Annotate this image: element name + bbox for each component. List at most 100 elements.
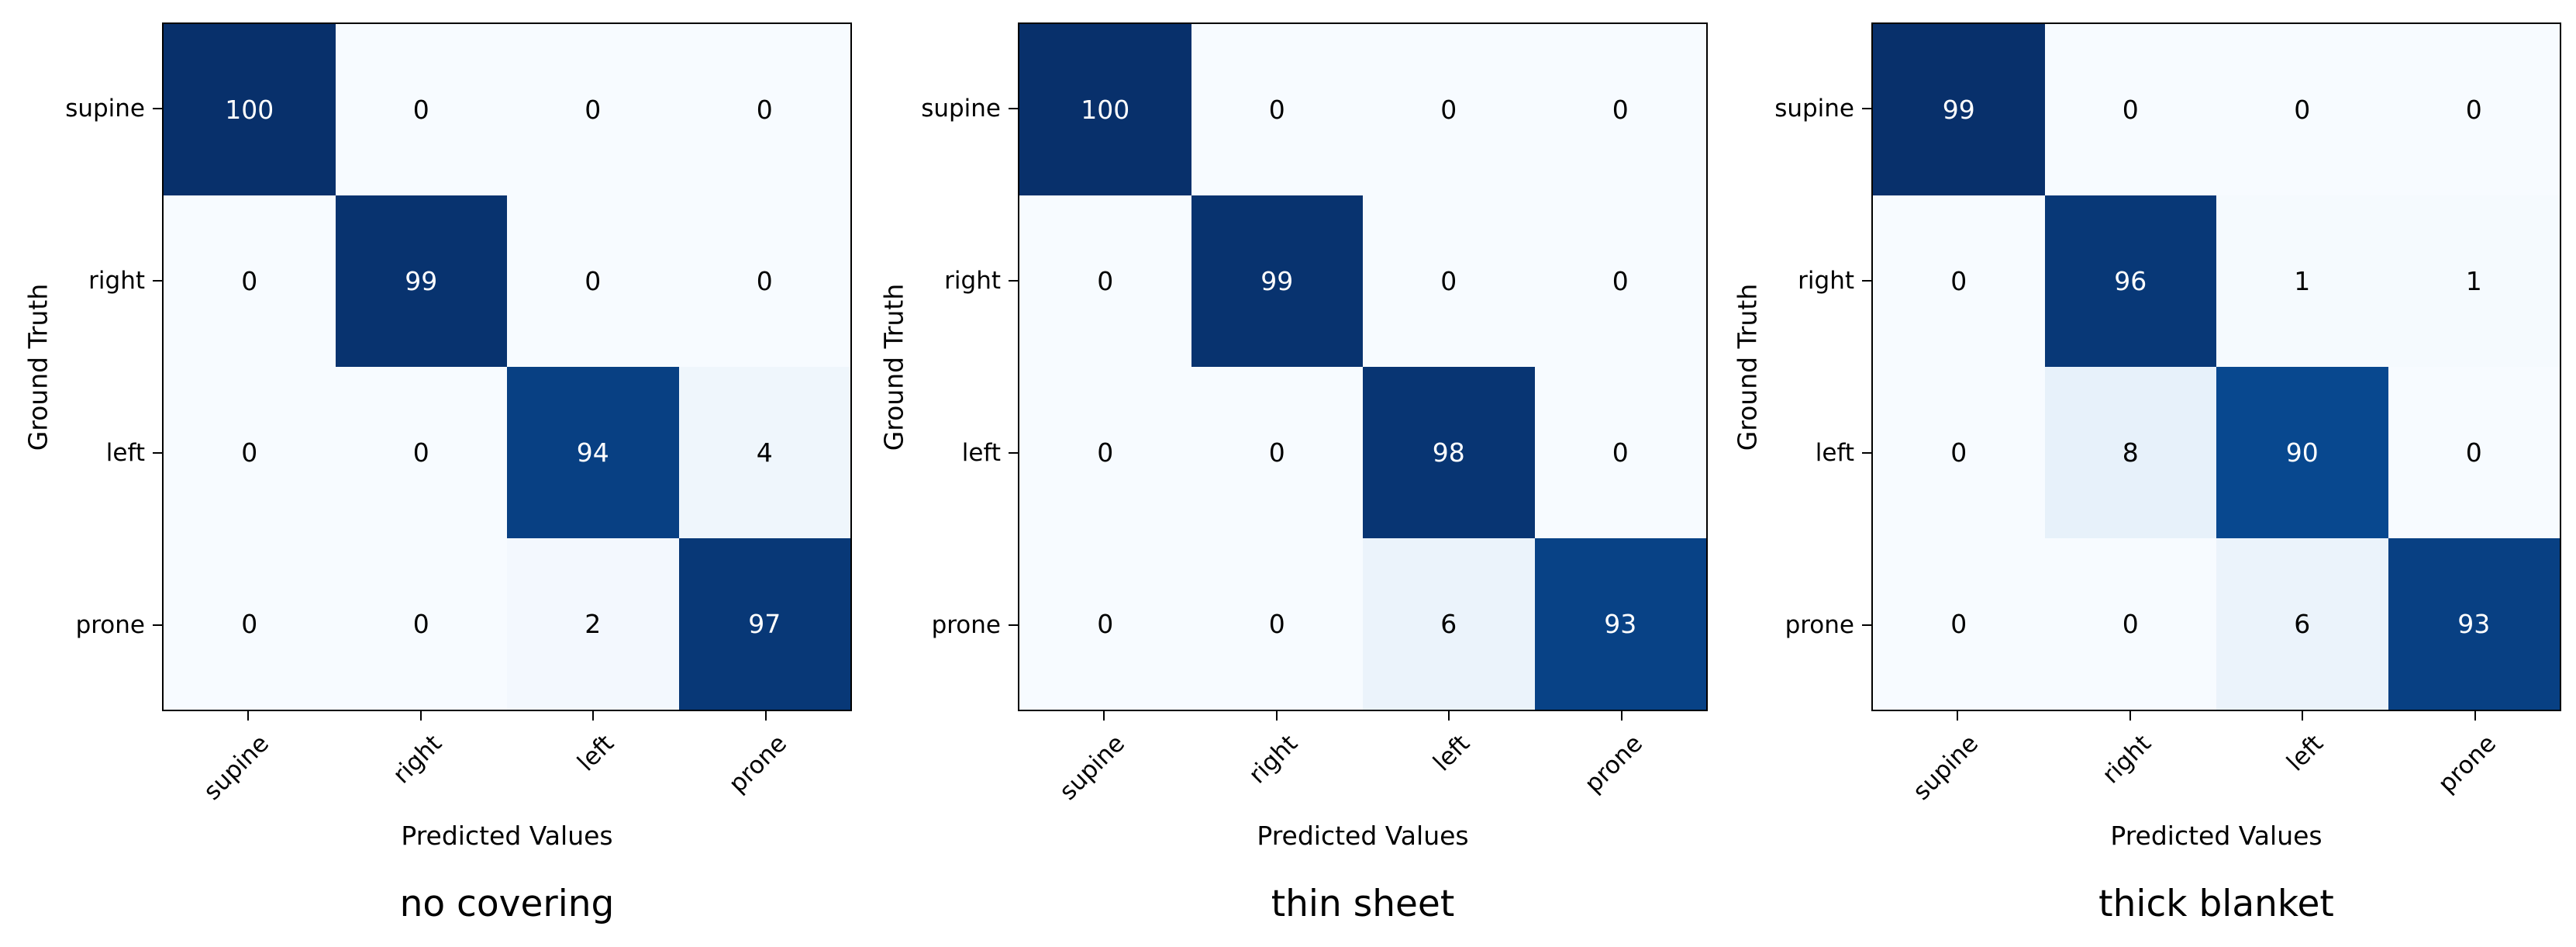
heatmap-cell: 0 [1363,24,1535,195]
heatmap-cell: 0 [1191,538,1363,710]
heatmap-cell: 93 [2388,538,2560,710]
heatmap-thin-sheet: 100 0 0 0 0 99 0 0 0 0 98 0 0 0 6 93 [1018,22,1708,711]
confusion-matrix-panel-thin-sheet: Ground Truth 100 0 0 0 0 99 0 0 0 0 98 0 0 0 6 93 supin… [879,0,1708,947]
heatmap-cell: 0 [1873,195,2045,367]
y-tick-mark [1009,452,1018,454]
heatmap-cell: 0 [164,195,336,367]
heatmap-cell: 1 [2216,195,2388,367]
heatmap-cell: 96 [2044,195,2216,367]
x-tick-mark [1957,711,1959,721]
x-tick-mark [764,711,767,721]
heatmap-cell: 94 [507,367,679,538]
heatmap-cell: 0 [164,367,336,538]
heatmap-cell: 1 [2388,195,2560,367]
y-axis-label: Ground Truth [1732,283,1763,451]
heatmap-cell: 0 [678,195,850,367]
y-tick-mark [1862,624,1871,626]
y-tick-mark [1862,280,1871,282]
heatmap-cell: 4 [678,367,850,538]
y-tick-label: right [944,267,1001,295]
heatmap-cell: 100 [164,24,336,195]
y-tick-label: prone [931,611,1001,639]
heatmap-cell: 8 [2044,367,2216,538]
heatmap-cell: 6 [1363,538,1535,710]
heatmap-cell: 0 [1191,367,1363,538]
heatmap-cell: 98 [1363,367,1535,538]
heatmap-cell: 0 [1019,538,1191,710]
y-axis-label: Ground Truth [878,283,909,451]
heatmap-cell: 0 [2388,24,2560,195]
y-tick-label: supine [921,95,1001,123]
y-axis-label: Ground Truth [22,283,53,451]
x-tick-mark [419,711,422,721]
heatmap-cell: 99 [335,195,507,367]
heatmap-cell: 93 [1534,538,1706,710]
y-tick-mark [1862,452,1871,454]
x-tick-mark [247,711,250,721]
heatmap-cell: 0 [2044,538,2216,710]
y-tick-label: left [961,439,1001,467]
heatmap-cell: 2 [507,538,679,710]
y-tick-mark [153,108,162,109]
y-tick-label: prone [75,611,145,639]
subplot-title: thick blanket [2098,883,2334,925]
heatmap-cell: 99 [1873,24,2045,195]
heatmap-cell: 0 [1191,24,1363,195]
y-tick-label: supine [65,95,145,123]
heatmap-cell: 0 [1363,195,1535,367]
x-tick-mark [2302,711,2304,721]
x-tick-mark [2129,711,2131,721]
heatmap-cell: 0 [1873,367,2045,538]
x-tick-mark [1620,711,1623,721]
x-axis-label: Predicted Values [2110,821,2323,851]
y-tick-mark [153,280,162,282]
confusion-matrix-panel-thick-blanket: Ground Truth 99 0 0 0 0 96 1 1 0 8 90 0 0 0 6 93 supine… [1733,0,2561,947]
heatmap-cell: 99 [1191,195,1363,367]
x-tick-mark [2474,711,2476,721]
y-tick-label: right [1798,267,1854,295]
heatmap-cell: 6 [2216,538,2388,710]
y-tick-mark [1009,108,1018,109]
heatmap-no-covering: 100 0 0 0 0 99 0 0 0 0 94 4 0 0 2 97 [162,22,852,711]
heatmap-cell: 0 [1534,195,1706,367]
subplot-title: no covering [399,883,615,925]
heatmap-cell: 0 [164,538,336,710]
heatmap-cell: 0 [335,24,507,195]
heatmap-cell: 100 [1019,24,1191,195]
y-tick-label: prone [1785,611,1854,639]
y-tick-mark [1009,624,1018,626]
heatmap-thick-blanket: 99 0 0 0 0 96 1 1 0 8 90 0 0 0 6 93 [1871,22,2561,711]
y-tick-mark [153,452,162,454]
heatmap-cell: 97 [678,538,850,710]
y-tick-mark [1009,280,1018,282]
heatmap-cell: 0 [2216,24,2388,195]
heatmap-cell: 0 [1534,24,1706,195]
heatmap-cell: 0 [1019,195,1191,367]
x-tick-mark [1103,711,1105,721]
heatmap-cell: 0 [335,538,507,710]
confusion-matrix-panel-no-covering: Ground Truth 100 0 0 0 0 99 0 0 0 0 94 4 0 0 2 97 supin… [23,0,852,947]
x-tick-mark [1275,711,1278,721]
heatmap-cell: 90 [2216,367,2388,538]
subplot-title: thin sheet [1271,883,1455,925]
y-tick-label: left [1815,439,1854,467]
heatmap-cell: 0 [1873,538,2045,710]
heatmap-cell: 0 [507,195,679,367]
heatmap-cell: 0 [1534,367,1706,538]
x-tick-mark [1448,711,1450,721]
y-tick-label: right [88,267,145,295]
heatmap-cell: 0 [335,367,507,538]
heatmap-cell: 0 [678,24,850,195]
x-axis-label: Predicted Values [401,821,613,851]
y-tick-label: supine [1774,95,1854,123]
y-tick-mark [153,624,162,626]
y-tick-mark [1862,108,1871,109]
heatmap-cell: 0 [1019,367,1191,538]
heatmap-cell: 0 [2388,367,2560,538]
heatmap-cell: 0 [507,24,679,195]
x-tick-mark [592,711,595,721]
x-axis-label: Predicted Values [1257,821,1469,851]
heatmap-cell: 0 [2044,24,2216,195]
y-tick-label: left [105,439,145,467]
